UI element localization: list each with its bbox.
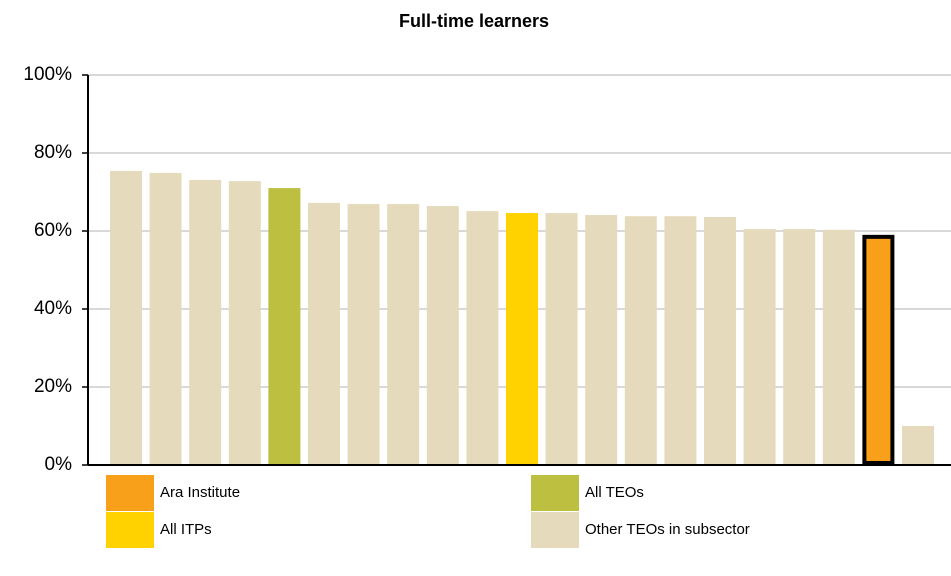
legend-label: All TEOs [585, 484, 644, 501]
bar [585, 215, 618, 465]
bar [545, 213, 578, 465]
y-tick-label: 40% [34, 298, 72, 319]
legend-label: Ara Institute [160, 484, 240, 501]
legend-swatch [106, 512, 154, 548]
bar [110, 170, 142, 465]
chart-title: Full-time learners [399, 11, 549, 31]
bar [902, 426, 934, 465]
bar [387, 204, 420, 465]
bar [704, 216, 736, 465]
bar [189, 179, 222, 465]
bar [466, 211, 499, 465]
bar [822, 229, 855, 465]
legend-label: Other TEOs in subsector [585, 521, 750, 538]
y-tick-label: 60% [34, 220, 72, 241]
bar [862, 234, 895, 465]
bar [624, 216, 657, 465]
y-tick-label: 20% [34, 376, 72, 397]
bar [506, 213, 538, 465]
bar [743, 229, 776, 465]
bar [783, 229, 816, 465]
bar [149, 172, 182, 465]
legend-swatch [531, 475, 579, 511]
bar [426, 206, 459, 466]
y-tick-label: 80% [34, 142, 72, 163]
bar [228, 181, 261, 465]
bar [308, 202, 340, 466]
legend-swatch [106, 475, 154, 511]
legend-swatch [531, 512, 579, 548]
bar [664, 216, 697, 465]
bar [347, 204, 380, 465]
y-tick-label: 0% [45, 454, 73, 475]
legend-label: All ITPs [160, 521, 212, 538]
bar [268, 188, 301, 465]
y-tick-label: 100% [23, 64, 72, 85]
